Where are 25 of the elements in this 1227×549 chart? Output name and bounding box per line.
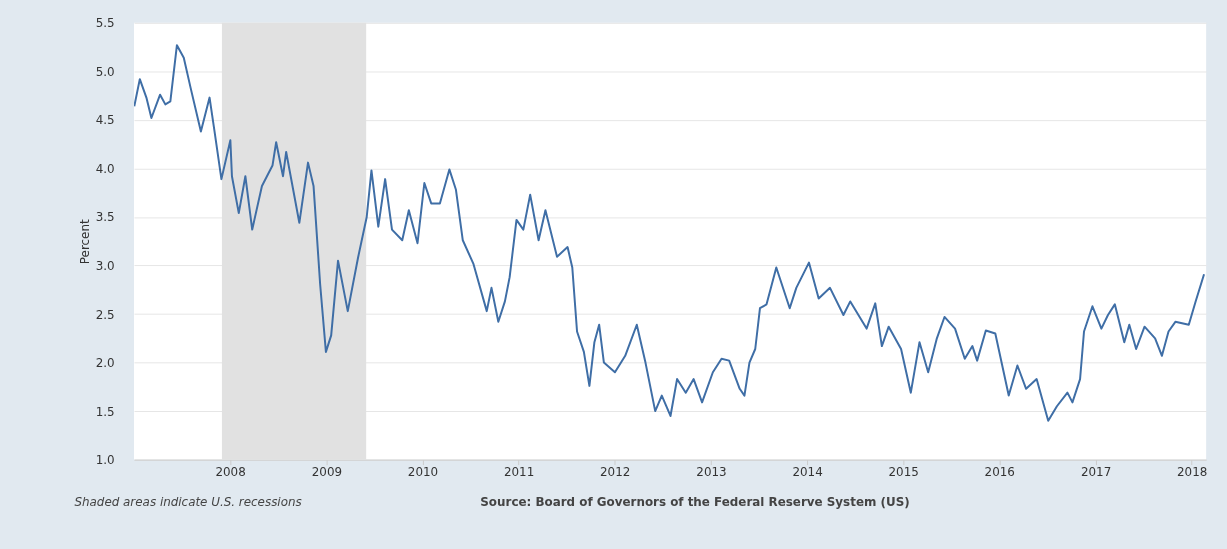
x-tick-label: 2008 [215,465,246,480]
text: Shaded areas indicate U.S. recessions [74,495,302,510]
y-tick-label: 4.0 [95,161,115,176]
x-tick-label: 2010 [407,465,439,480]
y-tick-label: 1.0 [95,453,115,468]
x-tick-label: 2009 [311,465,343,480]
y-tick-label: 2.0 [95,356,115,371]
x-tick-label: 2012 [600,465,631,480]
x-tick-label: 2017 [1080,465,1112,480]
x-tick-label: 2018 [1177,465,1208,480]
y-tick-label: 5.5 [95,16,115,31]
y-tick-label: 5.0 [95,64,115,79]
x-tick-label: 2015 [888,465,919,480]
y-tick-label: 2.5 [95,307,115,322]
x-tick-label: 2013 [696,465,727,480]
y-tick-label: 1.5 [95,404,115,419]
y-tick-label: 3.5 [95,210,115,225]
source-note: Source: Board of Governors of the Federal Reserve System (US) [480,495,910,510]
y-tick-label: 4.5 [95,113,115,128]
y-tick-label: 3.0 [95,258,115,273]
x-tick-label: 2011 [503,465,535,480]
x-tick-label: 2014 [792,465,823,480]
x-tick-label: 2016 [984,465,1015,480]
y-axis-title: Percent [77,219,92,265]
line-series [134,44,1206,422]
